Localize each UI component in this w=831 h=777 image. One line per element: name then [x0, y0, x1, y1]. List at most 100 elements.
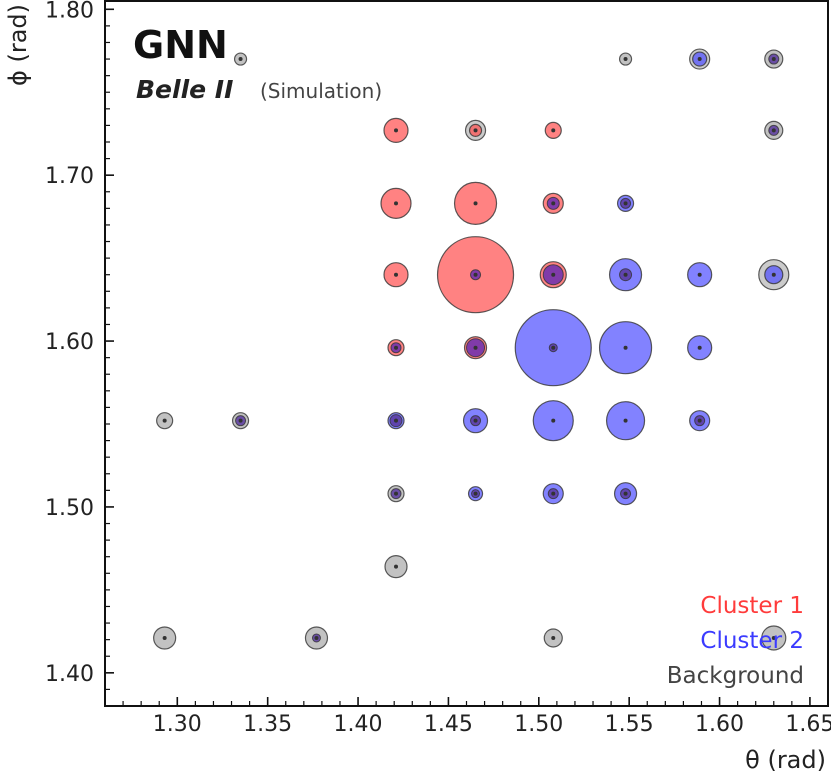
- data-point: [304, 626, 329, 650]
- hit-center: [314, 635, 319, 640]
- hit-center: [551, 272, 556, 277]
- hit-center: [162, 635, 167, 640]
- hit-center: [394, 345, 399, 350]
- data-point: [543, 628, 563, 648]
- data-point: [383, 117, 409, 143]
- x-tick-label: 1.45: [424, 712, 473, 737]
- y-tick-label: 1.80: [45, 0, 94, 23]
- hit-center: [473, 201, 478, 206]
- hit-center: [551, 418, 556, 423]
- hit-center: [771, 128, 776, 133]
- legend-background: Background: [667, 663, 804, 689]
- data-point: [387, 412, 405, 430]
- data-point: [153, 626, 177, 650]
- hit-center: [238, 57, 243, 62]
- data-point: [467, 486, 484, 502]
- chart-title: GNN: [133, 23, 228, 67]
- data-point: [544, 121, 562, 139]
- data-point: [613, 482, 638, 506]
- data-point: [463, 336, 488, 360]
- hit-center: [771, 635, 776, 640]
- data-point: [616, 194, 635, 212]
- experiment-label: Belle II: [136, 75, 233, 104]
- hit-center: [473, 418, 478, 423]
- hit-center: [473, 272, 478, 277]
- data-point: [387, 339, 405, 357]
- hit-center: [473, 345, 478, 350]
- hit-center: [697, 418, 702, 423]
- data-point: [598, 321, 653, 375]
- axis-ticks: 1.30 1.35 1.40 1.45 1.50 1.55 1.60 1.65 1.40 1.50…: [45, 0, 831, 737]
- plot-frame: [104, 0, 829, 707]
- data-point: [608, 258, 643, 292]
- data-points: [153, 48, 790, 651]
- x-axis-title: θ (rad): [745, 746, 826, 774]
- y-tick-label: 1.50: [45, 496, 94, 521]
- data-point: [605, 401, 646, 441]
- data-point: [764, 49, 784, 69]
- data-point: [514, 309, 592, 387]
- data-point: [231, 412, 250, 430]
- hit-center: [623, 201, 628, 206]
- y-tick-label: 1.70: [45, 164, 94, 189]
- x-tick-label: 1.65: [785, 712, 831, 737]
- hit-center: [771, 57, 776, 62]
- y-axis-title: ϕ (rad): [4, 4, 32, 86]
- hit-center: [771, 272, 776, 277]
- x-tick-label: 1.30: [153, 712, 202, 737]
- hit-center: [162, 418, 167, 423]
- hit-center: [551, 345, 556, 350]
- hit-center: [551, 201, 556, 206]
- hit-center: [238, 418, 243, 423]
- data-point: [380, 187, 412, 219]
- hit-center: [394, 564, 399, 569]
- data-point: [687, 262, 713, 288]
- x-tick-label: 1.50: [514, 712, 563, 737]
- hit-center: [394, 128, 399, 133]
- data-point: [464, 119, 487, 141]
- data-point: [453, 181, 498, 225]
- hit-center: [473, 491, 478, 496]
- experiment-note: (Simulation): [260, 79, 382, 103]
- data-point: [764, 120, 784, 140]
- hit-center: [551, 635, 556, 640]
- data-point: [689, 48, 711, 70]
- data-point: [233, 52, 248, 66]
- hit-center: [551, 128, 556, 133]
- data-point: [689, 410, 711, 432]
- data-point: [539, 261, 567, 289]
- x-tick-label: 1.55: [605, 712, 654, 737]
- hit-center: [623, 345, 628, 350]
- hit-center: [394, 418, 399, 423]
- legend-cluster-1: Cluster 1: [700, 593, 804, 619]
- hit-center: [394, 272, 399, 277]
- x-tick-label: 1.60: [695, 712, 744, 737]
- data-point: [436, 236, 515, 314]
- data-point: [687, 335, 713, 361]
- data-point: [618, 52, 633, 66]
- hit-center: [697, 57, 702, 62]
- data-point: [542, 192, 564, 214]
- data-point: [532, 400, 574, 442]
- hit-center: [394, 491, 399, 496]
- data-point: [761, 625, 787, 651]
- hit-center: [551, 491, 556, 496]
- data-point: [156, 412, 174, 430]
- data-point: [758, 259, 790, 291]
- hit-center: [394, 201, 399, 206]
- hit-center: [623, 57, 628, 62]
- legend-cluster-2: Cluster 2: [700, 628, 804, 654]
- y-tick-label: 1.40: [45, 662, 94, 687]
- data-point: [384, 555, 408, 579]
- hit-center: [697, 345, 702, 350]
- y-tick-label: 1.60: [45, 330, 94, 355]
- data-point: [383, 262, 409, 288]
- data-point: [387, 485, 405, 503]
- data-point: [542, 483, 564, 505]
- hit-center: [697, 272, 702, 277]
- hit-center: [623, 418, 628, 423]
- hit-center: [473, 128, 478, 133]
- x-tick-label: 1.40: [334, 712, 383, 737]
- x-tick-label: 1.35: [243, 712, 292, 737]
